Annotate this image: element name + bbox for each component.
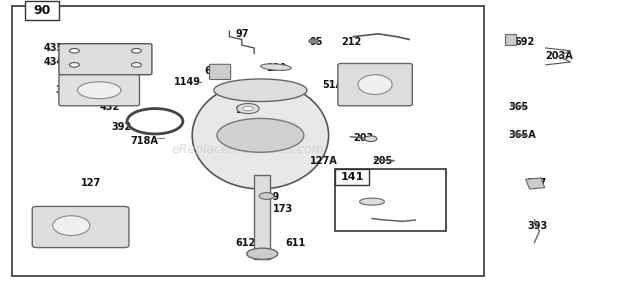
Text: 365: 365 (508, 102, 529, 112)
Bar (526, 178, 545, 189)
Circle shape (259, 193, 274, 199)
Text: 90: 90 (33, 4, 51, 17)
Bar (335, 169, 446, 231)
Text: 435: 435 (43, 43, 64, 53)
Text: 212: 212 (341, 37, 361, 47)
Text: 205: 205 (372, 156, 392, 166)
Text: 51A: 51A (322, 80, 343, 90)
Text: 130: 130 (267, 63, 287, 73)
Bar (254, 175, 270, 259)
Text: 392: 392 (112, 122, 132, 132)
FancyBboxPatch shape (338, 63, 412, 106)
Circle shape (69, 63, 79, 67)
Text: 987: 987 (236, 105, 256, 115)
Text: 141: 141 (340, 172, 364, 182)
Ellipse shape (78, 82, 121, 99)
Text: 110: 110 (353, 198, 374, 208)
Text: 110A: 110A (353, 215, 381, 225)
Bar (505, 34, 516, 45)
Text: 692: 692 (515, 37, 535, 47)
Bar (335, 169, 369, 185)
Text: 434: 434 (43, 57, 64, 67)
Ellipse shape (217, 118, 304, 152)
FancyBboxPatch shape (59, 44, 152, 75)
Circle shape (365, 136, 377, 142)
Text: 191: 191 (31, 221, 51, 231)
Ellipse shape (192, 82, 329, 189)
Text: 718A: 718A (130, 136, 158, 146)
Text: 97: 97 (236, 29, 249, 39)
Text: 611: 611 (285, 237, 306, 248)
Ellipse shape (53, 216, 90, 235)
Circle shape (243, 106, 253, 111)
Text: 612: 612 (236, 237, 256, 248)
Text: 432: 432 (99, 102, 120, 112)
FancyBboxPatch shape (59, 75, 140, 106)
Text: 365A: 365A (508, 130, 536, 140)
Circle shape (309, 39, 319, 43)
FancyBboxPatch shape (210, 64, 231, 80)
Text: 127: 127 (81, 178, 101, 188)
Text: 147: 147 (527, 178, 547, 188)
Text: eReplacementParts.com: eReplacementParts.com (172, 143, 324, 156)
Ellipse shape (358, 75, 392, 94)
Circle shape (131, 49, 141, 53)
Text: 203: 203 (353, 133, 374, 143)
Text: 203A: 203A (546, 51, 574, 61)
Bar (12, 6, 484, 276)
Circle shape (131, 63, 141, 67)
Text: 689: 689 (205, 65, 225, 76)
Ellipse shape (247, 248, 278, 259)
Text: 149: 149 (260, 192, 281, 202)
Text: 394: 394 (56, 85, 76, 95)
Text: 393: 393 (527, 221, 547, 231)
FancyBboxPatch shape (32, 206, 129, 248)
Text: 173: 173 (273, 204, 293, 214)
Circle shape (69, 49, 79, 53)
Text: 127A: 127A (310, 156, 338, 166)
Text: 1149: 1149 (174, 77, 201, 87)
Ellipse shape (360, 198, 384, 205)
Ellipse shape (214, 79, 307, 102)
Ellipse shape (260, 64, 291, 70)
Text: 95: 95 (310, 37, 324, 47)
Circle shape (237, 103, 259, 114)
Bar (25, 1, 59, 20)
